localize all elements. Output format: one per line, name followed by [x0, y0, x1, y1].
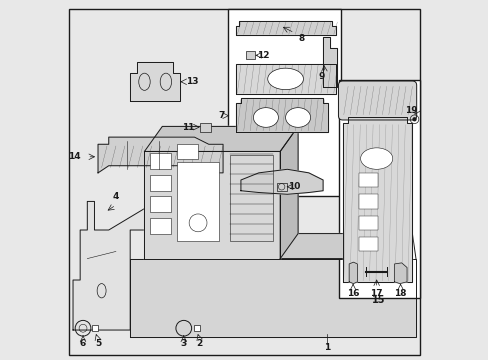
- Ellipse shape: [360, 148, 392, 169]
- Bar: [246, 51, 255, 59]
- Polygon shape: [280, 126, 298, 258]
- Text: 18: 18: [393, 289, 406, 298]
- Polygon shape: [98, 137, 223, 173]
- Bar: [200, 123, 210, 132]
- Polygon shape: [235, 64, 335, 94]
- Bar: [228, 9, 340, 196]
- Bar: [358, 173, 378, 187]
- Text: 12: 12: [257, 51, 269, 60]
- Text: 10: 10: [288, 182, 300, 191]
- Bar: [358, 216, 378, 230]
- Polygon shape: [144, 126, 298, 152]
- Text: 3: 3: [180, 339, 186, 348]
- Polygon shape: [144, 152, 280, 258]
- Polygon shape: [73, 202, 144, 330]
- Polygon shape: [348, 262, 357, 284]
- Text: 15: 15: [372, 295, 385, 305]
- Polygon shape: [235, 21, 335, 35]
- Bar: [230, 155, 272, 241]
- Text: 11: 11: [182, 123, 194, 132]
- Bar: [149, 217, 171, 234]
- Polygon shape: [144, 234, 411, 258]
- FancyBboxPatch shape: [338, 81, 416, 120]
- Polygon shape: [130, 62, 180, 102]
- Ellipse shape: [267, 68, 303, 90]
- Bar: [149, 196, 171, 212]
- Circle shape: [411, 117, 416, 121]
- Text: 13: 13: [185, 77, 198, 86]
- Bar: [358, 194, 378, 208]
- Ellipse shape: [253, 108, 278, 127]
- Text: 8: 8: [298, 33, 304, 42]
- Text: 4: 4: [112, 193, 119, 202]
- Bar: [92, 325, 98, 331]
- Text: 14: 14: [67, 152, 80, 161]
- Bar: [149, 175, 171, 191]
- Polygon shape: [241, 169, 323, 194]
- Text: 17: 17: [369, 289, 382, 298]
- Bar: [193, 325, 200, 331]
- Text: 1: 1: [323, 343, 329, 352]
- Text: 2: 2: [196, 339, 203, 348]
- Polygon shape: [342, 117, 411, 282]
- Text: 9: 9: [318, 72, 324, 81]
- Text: 19: 19: [404, 106, 417, 115]
- Bar: [276, 183, 286, 192]
- Bar: [176, 162, 219, 241]
- Polygon shape: [130, 258, 415, 337]
- Bar: [176, 144, 198, 158]
- Polygon shape: [323, 37, 337, 87]
- Polygon shape: [394, 263, 406, 284]
- Text: 5: 5: [95, 339, 101, 348]
- Polygon shape: [235, 98, 328, 132]
- Bar: [358, 237, 378, 251]
- Text: 7: 7: [218, 111, 224, 120]
- Text: 6: 6: [80, 339, 86, 348]
- Bar: [339, 80, 419, 298]
- Ellipse shape: [285, 108, 310, 127]
- Text: 16: 16: [346, 289, 359, 298]
- Bar: [149, 153, 171, 169]
